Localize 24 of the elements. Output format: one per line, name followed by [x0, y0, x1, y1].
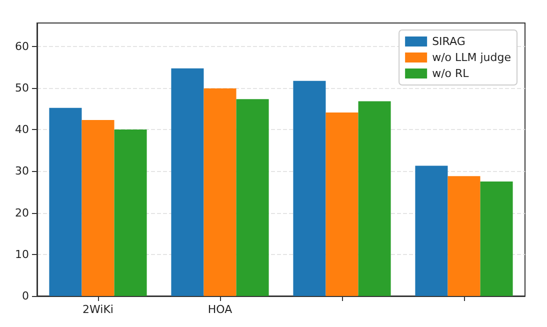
legend-label: w/o RL [432, 67, 470, 80]
y-tick-label: 20 [15, 206, 29, 220]
y-tick-label: 30 [15, 164, 29, 178]
bar [415, 166, 448, 296]
bar [171, 68, 204, 296]
legend-label: SIRAG [432, 35, 466, 48]
x-tick-label: HOA [208, 303, 233, 316]
bar [236, 99, 269, 296]
bar [293, 80, 326, 296]
y-tick-label: 50 [15, 81, 29, 94]
bar [448, 176, 480, 296]
bar [49, 108, 82, 296]
legend-label: w/o LLM judge [432, 51, 512, 64]
x-tick-label: 2WiKi [82, 303, 114, 316]
y-tick-label: 10 [15, 248, 29, 261]
bar [204, 88, 236, 296]
bar [326, 112, 358, 296]
y-tick-label: 60 [15, 40, 29, 53]
bar [358, 101, 391, 296]
bar [480, 182, 513, 296]
y-tick-label: 0 [22, 290, 29, 302]
bar [114, 130, 147, 296]
y-tick-label: 40 [15, 123, 29, 136]
bar [82, 120, 114, 296]
